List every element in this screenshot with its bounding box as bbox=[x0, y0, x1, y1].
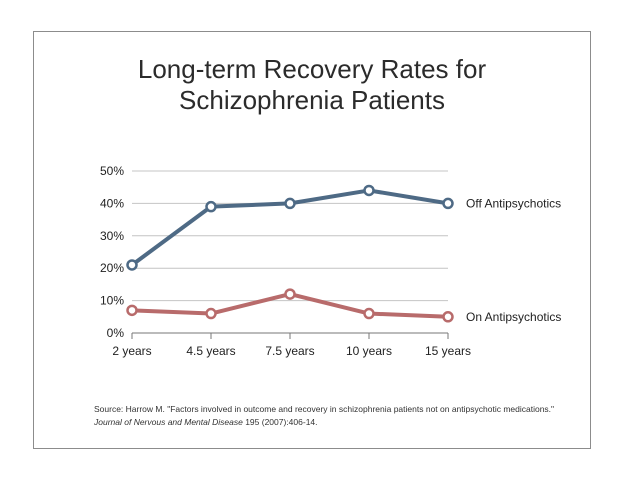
line-chart: 0% 10% 20% 30% 40% 50% 2 years 4.5 years 7.5 yea… bbox=[100, 164, 561, 358]
x-tick-label: 10 years bbox=[346, 344, 392, 358]
data-point bbox=[442, 197, 454, 210]
source-journal: Journal of Nervous and Mental Disease bbox=[94, 417, 243, 427]
x-tick-label: 15 years bbox=[425, 344, 471, 358]
y-tick-label: 30% bbox=[100, 229, 124, 243]
series bbox=[126, 184, 454, 323]
data-point bbox=[284, 288, 296, 300]
grid-lines bbox=[132, 170, 448, 302]
source-citation: Source: Harrow M. "Factors involved in o… bbox=[94, 403, 564, 429]
series-label: On Antipsychotics bbox=[466, 310, 561, 324]
series-label: Off Antipsychotics bbox=[466, 196, 561, 210]
source-prefix: Source: Harrow M. "Factors involved in o… bbox=[94, 404, 555, 414]
data-point bbox=[363, 307, 375, 320]
x-tick-label: 7.5 years bbox=[265, 344, 314, 358]
y-tick-label: 0% bbox=[107, 326, 125, 340]
y-tick-label: 40% bbox=[100, 196, 124, 210]
y-tick-label: 50% bbox=[100, 164, 124, 178]
x-tick-label: 4.5 years bbox=[186, 344, 235, 358]
data-point bbox=[363, 184, 375, 197]
data-point bbox=[284, 197, 296, 210]
data-point bbox=[126, 259, 138, 271]
y-tick-label: 10% bbox=[100, 294, 124, 308]
x-tick-label: 2 years bbox=[112, 344, 151, 358]
data-point bbox=[205, 307, 217, 320]
data-point bbox=[442, 311, 454, 323]
chart-title: Long-term Recovery Rates for Schizophren… bbox=[137, 54, 487, 115]
axes: 0% 10% 20% 30% 40% 50% 2 years 4.5 years 7.5 yea… bbox=[100, 164, 471, 358]
source-suffix: 195 (2007):406-14. bbox=[242, 417, 318, 427]
chart-frame: Long-term Recovery Rates for Schizophren… bbox=[33, 31, 591, 449]
labels: Off Antipsychotics On Antipsychotics bbox=[466, 196, 561, 323]
y-tick-label: 20% bbox=[100, 261, 124, 275]
data-point bbox=[205, 200, 217, 213]
data-point bbox=[126, 304, 138, 317]
